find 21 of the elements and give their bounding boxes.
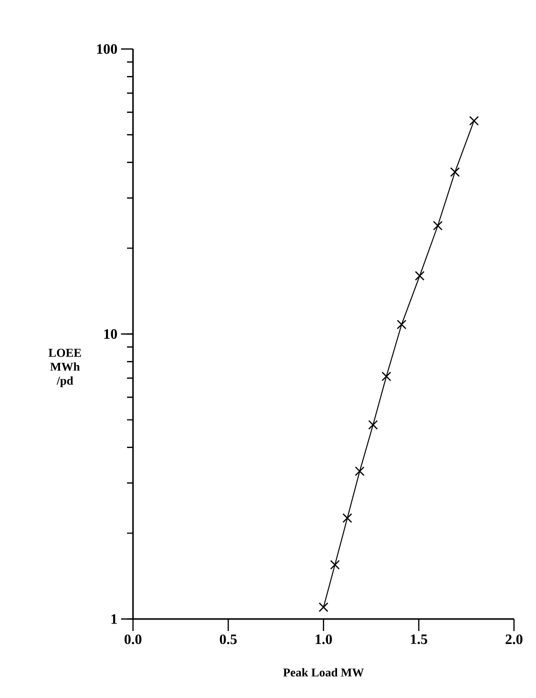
y-tick-label: 1 [112, 614, 117, 624]
y-tick-label: 10 [104, 329, 117, 339]
point [330, 560, 340, 570]
x-tick-label: 2.0 [506, 634, 522, 644]
y-tick-label: 100 [97, 44, 117, 54]
point [354, 466, 365, 476]
point [382, 372, 392, 382]
x-tick-label: 0.0 [124, 634, 142, 644]
x-tick-label: 0.5 [220, 634, 237, 644]
point [318, 602, 328, 612]
point [396, 320, 406, 330]
point [414, 271, 425, 281]
point [469, 116, 479, 126]
point [368, 420, 378, 430]
point [432, 220, 443, 230]
point [342, 513, 352, 523]
x-tick-label: 1.5 [410, 634, 428, 644]
point [450, 167, 460, 177]
y-axis-title: LOEE MWh /pd [48, 348, 81, 388]
x-axis-title: Peak Load MW [283, 668, 364, 677]
x-tick-label: 1.0 [316, 634, 332, 644]
